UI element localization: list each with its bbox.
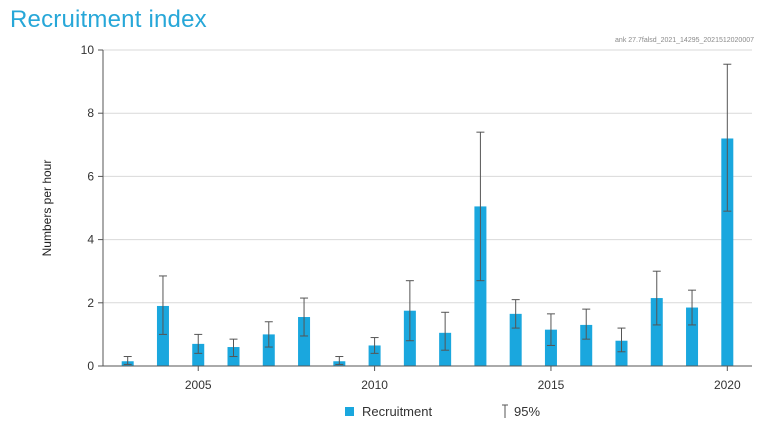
- error-bar-2018: [652, 270, 661, 326]
- x-tick-label: 2010: [361, 378, 388, 392]
- error-bar-2010: [370, 337, 379, 354]
- error-bar-2003: [123, 356, 132, 365]
- chart-title: Recruitment index: [10, 6, 207, 33]
- bar-2020: [721, 138, 734, 366]
- error-bar-2009: [335, 356, 344, 365]
- bar-2007: [262, 334, 275, 366]
- bar-2005: [192, 343, 205, 366]
- y-tick-label: 4: [87, 233, 94, 247]
- error-bar-2014: [511, 299, 520, 329]
- error-bar-2017: [617, 327, 626, 353]
- bar-2013: [474, 206, 487, 366]
- x-tick-label: 2005: [185, 378, 212, 392]
- y-tick-label: 8: [87, 106, 94, 120]
- error-bar-2006: [229, 338, 238, 358]
- bar-2018: [650, 298, 663, 366]
- error-bar-2019: [688, 289, 697, 326]
- error-bar-2007: [264, 321, 273, 348]
- error-bar-2005: [194, 333, 203, 354]
- legend-label-ci: 95%: [514, 404, 540, 419]
- error-bar-2008: [300, 297, 309, 337]
- legend-swatch-ci-icon: [502, 404, 508, 418]
- y-axis-label: Numbers per hour: [40, 160, 54, 257]
- y-tick-label: 10: [81, 43, 95, 57]
- error-bar-2004: [158, 275, 167, 335]
- x-tick-label: 2015: [538, 378, 565, 392]
- error-layer: [123, 63, 732, 365]
- error-bar-2013: [476, 131, 485, 282]
- bar-2010: [368, 345, 381, 366]
- bar-2004: [156, 305, 169, 366]
- bar-2019: [686, 307, 699, 366]
- legend: Recruitment 95%: [345, 404, 540, 419]
- bar-2016: [580, 324, 593, 366]
- error-bar-2011: [405, 280, 414, 342]
- error-bar-2020: [723, 63, 732, 212]
- legend-swatch-recruitment: [345, 407, 354, 416]
- bar-2014: [509, 313, 522, 366]
- legend-label-recruitment: Recruitment: [362, 404, 432, 419]
- error-bar-2012: [441, 311, 450, 351]
- y-tick-label: 0: [87, 359, 94, 373]
- bar-2015: [544, 329, 557, 366]
- axis-layer: 0 2 4 6 8 10 2005 2010 2015 2020: [81, 43, 752, 392]
- bar-layer: [121, 138, 734, 366]
- bar-2008: [298, 317, 311, 366]
- x-tick-label: 2020: [714, 378, 741, 392]
- y-tick-label: 2: [87, 296, 94, 310]
- error-bar-2015: [546, 313, 555, 346]
- y-tick-label: 6: [87, 169, 94, 183]
- error-bar-2016: [582, 308, 591, 340]
- source-note: ank 27.7falsd_2021_14295_2021512020007: [615, 37, 754, 44]
- bar-2017: [615, 340, 628, 366]
